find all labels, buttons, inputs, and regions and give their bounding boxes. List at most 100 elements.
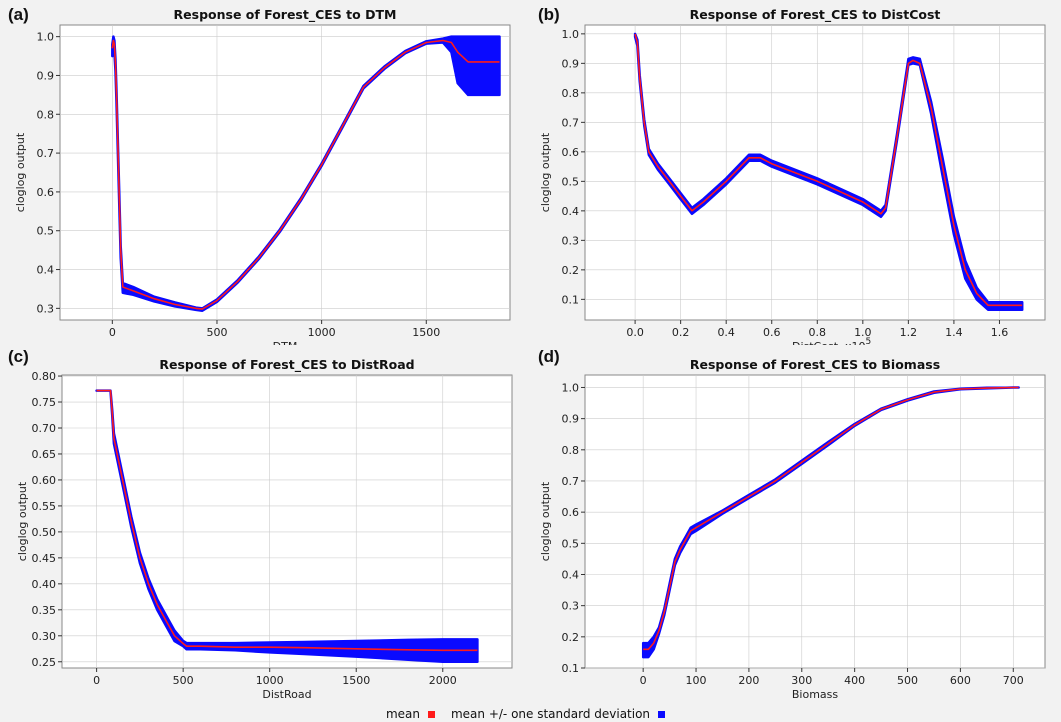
y-tick-label: 0.1 <box>562 662 580 675</box>
y-tick-label: 0.5 <box>562 537 580 550</box>
y-tick-label: 0.7 <box>562 116 580 129</box>
y-tick-label: 0.9 <box>562 413 580 426</box>
y-tick-label: 0.9 <box>562 57 580 70</box>
x-tick-label: 500 <box>173 674 194 687</box>
chart-title: Response of Forest_CES to Biomass <box>690 357 940 373</box>
x-tick-label: 0.2 <box>672 326 690 339</box>
panel-label-d: (d) <box>538 347 560 366</box>
y-tick-label: 1.0 <box>37 31 55 44</box>
x-tick-label: 600 <box>950 674 971 687</box>
x-tick-label: 0 <box>109 326 116 339</box>
panel-label-a: (a) <box>8 5 29 24</box>
x-tick-label: 1000 <box>256 674 284 687</box>
chart-title: Response of Forest_CES to DTM <box>174 7 397 23</box>
y-tick-label: 0.8 <box>37 108 55 121</box>
y-axis-label: cloglog output <box>16 481 29 561</box>
y-tick-label: 0.2 <box>562 264 580 277</box>
y-axis-label: cloglog output <box>539 132 552 212</box>
y-tick-label: 0.80 <box>32 370 57 383</box>
y-axis-label: cloglog output <box>539 481 552 561</box>
y-tick-label: 0.3 <box>37 302 55 315</box>
chart-title: Response of Forest_CES to DistRoad <box>159 357 414 373</box>
y-tick-label: 0.5 <box>562 175 580 188</box>
x-axis-label: DistRoad <box>262 688 311 701</box>
y-tick-label: 0.4 <box>562 568 580 581</box>
y-tick-label: 0.45 <box>32 552 57 565</box>
x-tick-label: 1.6 <box>991 326 1009 339</box>
y-tick-label: 0.35 <box>32 604 57 617</box>
y-tick-label: 0.7 <box>37 147 55 160</box>
panel-label-c: (c) <box>8 347 29 366</box>
plot-area <box>59 24 511 321</box>
y-tick-label: 1.0 <box>562 381 580 394</box>
chart-c-svg: 0 500 1000 1500 2000 0.25 0.30 0.35 0.40 0.45 0.50… <box>16 357 513 701</box>
y-tick-label: 0.75 <box>32 396 57 409</box>
plot-area <box>584 24 1046 321</box>
y-tick-label: 0.65 <box>32 448 57 461</box>
y-tick-label: 0.60 <box>32 474 57 487</box>
x-tick-label: 0.6 <box>763 326 781 339</box>
chart-title: Response of Forest_CES to DistCost <box>690 7 941 23</box>
y-tick-label: 0.5 <box>37 225 55 238</box>
x-tick-label: 0.4 <box>717 326 735 339</box>
y-tick-label: 0.40 <box>32 578 57 591</box>
x-tick-label: 500 <box>206 326 227 339</box>
legend: mean mean +/- one standard deviation <box>0 706 1061 722</box>
x-tick-label: 300 <box>791 674 812 687</box>
chart-panel-a: (a) 0 500 1000 1500 0.3 0.4 0.5 0.6 0.7 0.8 0.9 1.0… <box>0 0 526 353</box>
x-tick-label: 1500 <box>342 674 370 687</box>
chart-panel-b: (b) 0.0 0.2 0.4 0.6 0.8 1.0 1.2 1.4 1.6 0.1 0.2 0.3… <box>530 0 1061 353</box>
chart-panel-c: (c) 0 500 1000 1500 2000 0.25 0.30 0.35 0.40 0.45… <box>0 345 526 705</box>
y-tick-label: 0.70 <box>32 422 57 435</box>
plot-area <box>61 374 513 669</box>
x-axis-label: Biomass <box>792 688 839 701</box>
x-tick-label: 2000 <box>429 674 457 687</box>
chart-d-svg: 0 100 200 300 400 500 600 700 0.1 0.2 0.3 0.4 0.5 0.6… <box>539 357 1046 701</box>
legend-mean-swatch <box>427 710 435 718</box>
x-tick-label: 1.2 <box>900 326 918 339</box>
x-tick-label: 1.4 <box>945 326 963 339</box>
mean-line-0 <box>634 33 1023 307</box>
panel-label-b: (b) <box>538 5 560 24</box>
x-tick-label: 0.8 <box>809 326 827 339</box>
y-tick-label: 1.0 <box>562 28 580 41</box>
x-tick-label: 1.0 <box>854 326 872 339</box>
x-tick-label: 0 <box>640 674 647 687</box>
std-band-0 <box>633 32 1024 311</box>
y-tick-label: 0.3 <box>562 234 580 247</box>
y-tick-label: 0.9 <box>37 69 55 82</box>
x-tick-label: 1500 <box>412 326 440 339</box>
std-band-0 <box>111 35 501 312</box>
y-tick-label: 0.7 <box>562 475 580 488</box>
y-axis-label: cloglog output <box>14 132 27 212</box>
y-tick-label: 0.30 <box>32 630 57 643</box>
x-tick-label: 100 <box>686 674 707 687</box>
x-tick-label: 0 <box>93 674 100 687</box>
y-tick-label: 0.4 <box>562 205 580 218</box>
x-tick-label: 500 <box>897 674 918 687</box>
y-tick-label: 0.55 <box>32 500 57 513</box>
y-tick-label: 0.1 <box>562 293 580 306</box>
x-tick-label: 200 <box>738 674 759 687</box>
y-tick-label: 0.8 <box>562 87 580 100</box>
legend-band-label: mean +/- one standard deviation <box>450 707 651 721</box>
x-tick-label: 400 <box>844 674 865 687</box>
chart-b-svg: 0.0 0.2 0.4 0.6 0.8 1.0 1.2 1.4 1.6 0.1 0.2 0.3 0.4 0… <box>539 7 1046 353</box>
chart-a-svg: 0 500 1000 1500 0.3 0.4 0.5 0.6 0.7 0.8 0.9 1.0 Resp… <box>14 7 511 353</box>
mean-line-0 <box>643 386 1019 651</box>
y-tick-label: 0.3 <box>562 600 580 613</box>
y-tick-label: 0.25 <box>32 656 57 669</box>
x-tick-label: 1000 <box>308 326 336 339</box>
chart-panel-d: (d) 0 100 200 300 400 500 600 700 0.1 0.2 0.3 0.4 0.… <box>530 345 1061 705</box>
x-tick-label: 700 <box>1003 674 1024 687</box>
y-tick-label: 0.4 <box>37 264 55 277</box>
mean-line-0 <box>111 39 500 310</box>
legend-mean-label: mean <box>385 707 420 721</box>
mean-line-0 <box>96 389 478 652</box>
x-tick-label: 0.0 <box>626 326 644 339</box>
y-tick-label: 0.50 <box>32 526 57 539</box>
y-tick-label: 0.6 <box>562 146 580 159</box>
y-tick-label: 0.8 <box>562 444 580 457</box>
y-tick-label: 0.2 <box>562 631 580 644</box>
y-tick-label: 0.6 <box>37 186 55 199</box>
